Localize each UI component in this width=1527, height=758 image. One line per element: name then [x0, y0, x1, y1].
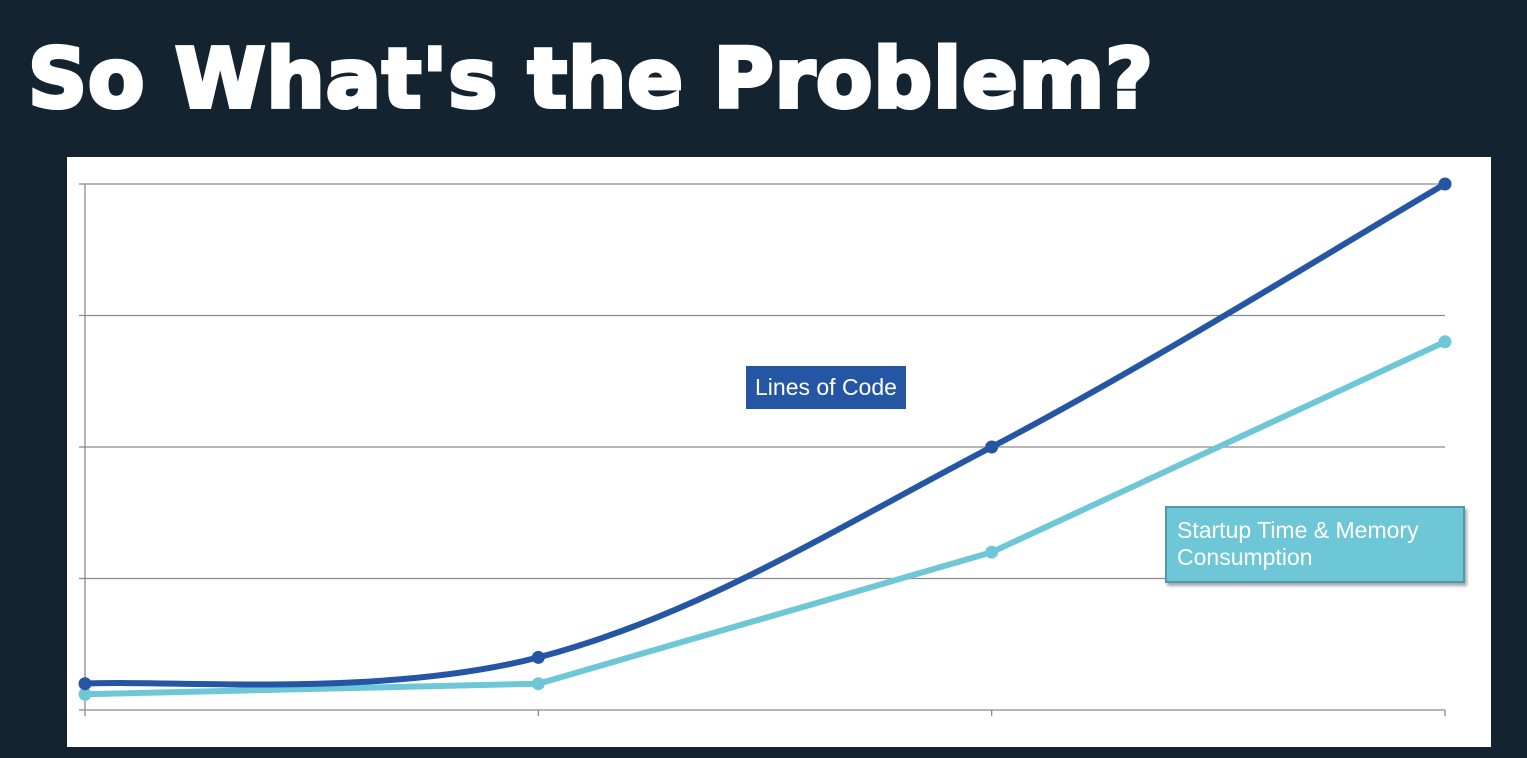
chart-axes — [79, 183, 1446, 716]
data-point-lines-of-code — [985, 440, 999, 454]
data-point-startup-time-memory-consumption — [1438, 335, 1452, 349]
series-label-startup-memory: Startup Time & Memory Consumption — [1165, 506, 1465, 583]
data-point-lines-of-code — [531, 650, 545, 664]
slide-title: So What's the Problem? — [26, 30, 1155, 129]
series-line-startup-time-memory-consumption — [82, 338, 1448, 698]
chart-panel: Lines of Code Startup Time & Memory Cons… — [67, 157, 1491, 747]
series-line-lines-of-code — [82, 181, 1448, 688]
chart-series-lines — [82, 181, 1448, 698]
data-point-startup-time-memory-consumption — [985, 545, 999, 559]
data-point-startup-time-memory-consumption — [531, 677, 545, 691]
chart-data-points — [78, 177, 1452, 701]
series-label-lines-of-code: Lines of Code — [746, 366, 906, 409]
data-point-startup-time-memory-consumption — [78, 687, 92, 701]
data-point-lines-of-code — [1438, 177, 1452, 191]
data-point-lines-of-code — [78, 677, 92, 691]
line-chart — [78, 177, 1452, 716]
